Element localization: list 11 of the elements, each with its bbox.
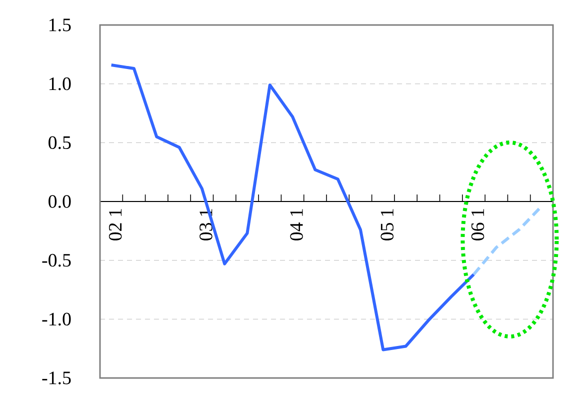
y-tick-label: 0.0	[48, 195, 71, 208]
y-tick-label: -1.0	[42, 312, 71, 326]
y-tick-label: 1.5	[49, 18, 71, 32]
x-tick-label: 05 1	[380, 209, 394, 240]
y-tick-label: -0.5	[42, 254, 71, 267]
x-tick-label: 04 1	[290, 209, 303, 240]
x-tick-label: 06 1	[471, 209, 484, 240]
x-tick-label: 02 1	[108, 209, 122, 240]
y-tick-label: -1.5	[42, 372, 71, 384]
y-tick-label: 1.0	[49, 77, 71, 90]
y-tick-label: 0.5	[48, 136, 71, 150]
